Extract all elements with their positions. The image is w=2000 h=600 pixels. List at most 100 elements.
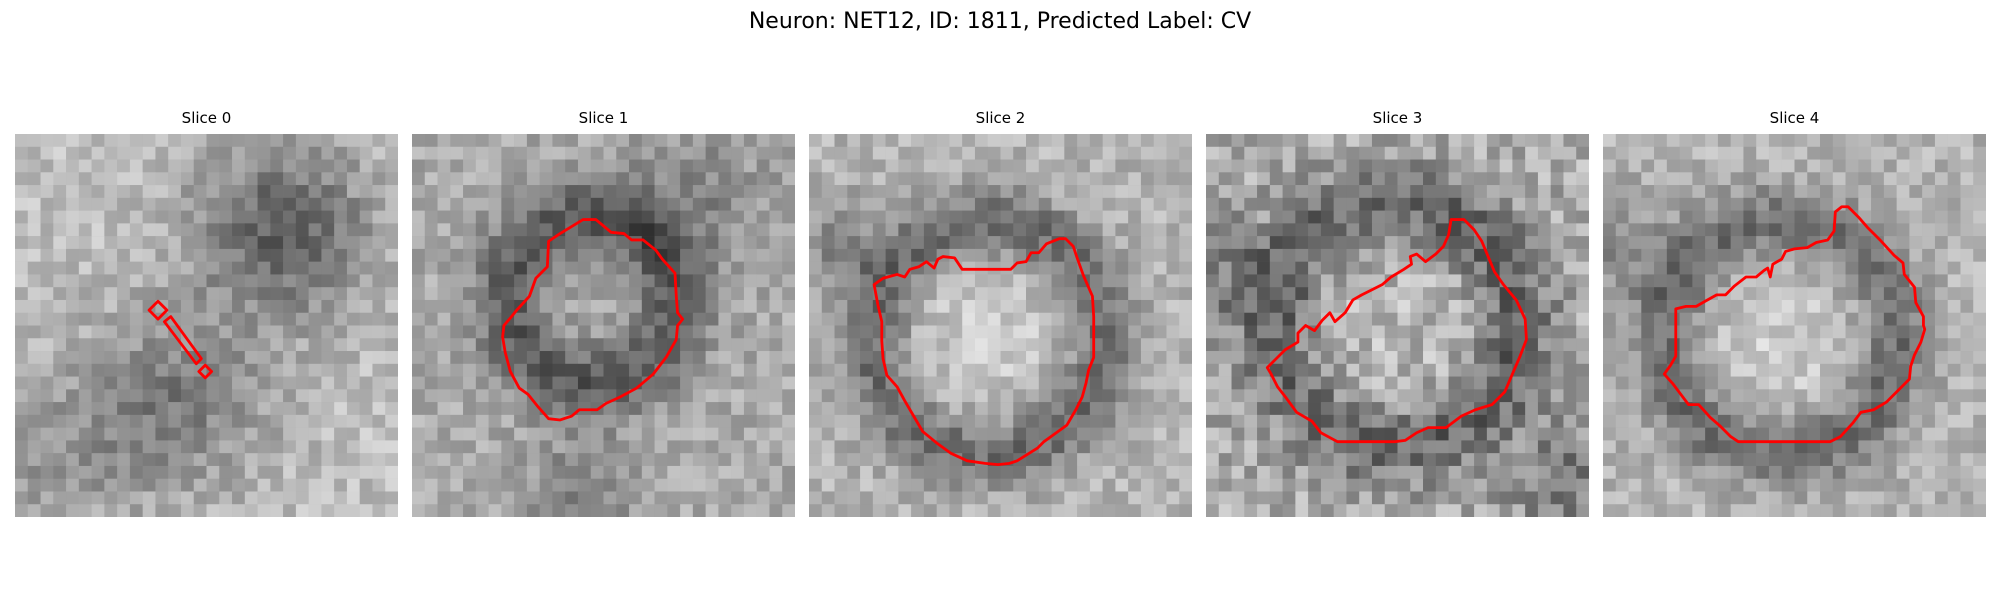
pixel-cell (424, 325, 438, 339)
pixel-cell (1525, 478, 1539, 492)
pixel-cell (577, 287, 591, 301)
pixel-cell (244, 389, 258, 403)
pixel-cell (424, 312, 438, 326)
pixel-cell (1423, 159, 1437, 173)
pixel-cell (15, 465, 29, 479)
pixel-cell (1641, 440, 1655, 454)
pixel-cell (936, 261, 950, 275)
pixel-cell (1295, 478, 1309, 492)
pixel-cell (1269, 440, 1283, 454)
pixel-cell (667, 376, 681, 390)
pixel-cell (1756, 414, 1770, 428)
pixel-cell (809, 402, 823, 416)
pixel-cell (731, 491, 745, 505)
pixel-cell (809, 210, 823, 224)
pixel-cell (552, 185, 566, 199)
pixel-cell (1384, 363, 1398, 377)
pixel-cell (27, 210, 41, 224)
pixel-cell (641, 465, 655, 479)
pixel-cell (514, 312, 528, 326)
pixel-cell (1448, 197, 1462, 211)
pixel-cell (692, 504, 706, 517)
pixel-cell (1960, 389, 1974, 403)
pixel-cell (1038, 236, 1052, 250)
pixel-cell (295, 453, 309, 467)
pixel-cell (911, 134, 925, 148)
pixel-cell (923, 172, 937, 186)
pixel-cell (1153, 210, 1167, 224)
pixel-cell (1179, 338, 1192, 352)
pixel-cell (962, 223, 976, 237)
pixel-cell (1448, 491, 1462, 505)
pixel-cell (295, 159, 309, 173)
pixel-cell (654, 172, 668, 186)
pixel-cell (1269, 402, 1283, 416)
pixel-cell (1499, 299, 1513, 313)
pixel-cell (1140, 453, 1154, 467)
pixel-cell (577, 159, 591, 173)
pixel-cell (769, 197, 783, 211)
pixel-cell (1000, 223, 1014, 237)
pixel-cell (1705, 491, 1719, 505)
pixel-cell (1576, 491, 1589, 505)
pixel-cell (526, 491, 540, 505)
pixel-cell (1768, 465, 1782, 479)
pixel-cell (206, 299, 220, 313)
pixel-cell (257, 453, 271, 467)
pixel-cell (27, 287, 41, 301)
pixel-cell (1474, 197, 1488, 211)
segmentation-contour (501, 218, 685, 422)
pixel-cell (270, 172, 284, 186)
pixel-cell (1781, 223, 1795, 237)
pixel-cell (1973, 414, 1986, 428)
pixel-cell (78, 440, 92, 454)
pixel-cell (232, 491, 246, 505)
pixel-cell (692, 261, 706, 275)
pixel-cell (450, 248, 464, 262)
pixel-cell (155, 389, 169, 403)
pixel-cell (1743, 172, 1757, 186)
pixel-cell (155, 197, 169, 211)
pixel-cell (1679, 248, 1693, 262)
pixel-cell (872, 325, 886, 339)
pixel-cell (654, 236, 668, 250)
pixel-cell (1641, 210, 1655, 224)
pixel-cell (552, 159, 566, 173)
pixel-cell (346, 312, 360, 326)
pixel-cell (168, 453, 182, 467)
pixel-cell (847, 389, 861, 403)
pixel-cell (1140, 172, 1154, 186)
pixel-cell (1026, 159, 1040, 173)
pixel-cell (1871, 325, 1885, 339)
pixel-cell (155, 491, 169, 505)
pixel-cell (359, 414, 373, 428)
pixel-cell (1179, 159, 1192, 173)
pixel-cell (1128, 453, 1142, 467)
pixel-cell (15, 453, 29, 467)
pixel-cell (1794, 134, 1808, 148)
pixel-cell (463, 312, 477, 326)
pixel-cell (1525, 274, 1539, 288)
pixel-cell (911, 465, 925, 479)
pixel-cell (936, 185, 950, 199)
pixel-cell (321, 172, 335, 186)
pixel-cell (526, 376, 540, 390)
pixel-cell (936, 146, 950, 160)
pixel-cell (1448, 478, 1462, 492)
pixel-cell (1781, 287, 1795, 301)
pixel-cell (565, 223, 579, 237)
pixel-cell (1166, 491, 1180, 505)
pixel-cell (155, 325, 169, 339)
pixel-cell (1038, 197, 1052, 211)
pixel-cell (257, 287, 271, 301)
pixel-cell (667, 440, 681, 454)
pixel-cell (232, 197, 246, 211)
pixel-cell (142, 159, 156, 173)
pixel-cell (782, 414, 795, 428)
pixel-cell (769, 376, 783, 390)
pixel-cell (321, 146, 335, 160)
pixel-cell (1013, 478, 1027, 492)
pixel-cell (1641, 299, 1655, 313)
pixel-cell (463, 146, 477, 160)
pixel-cell (346, 440, 360, 454)
